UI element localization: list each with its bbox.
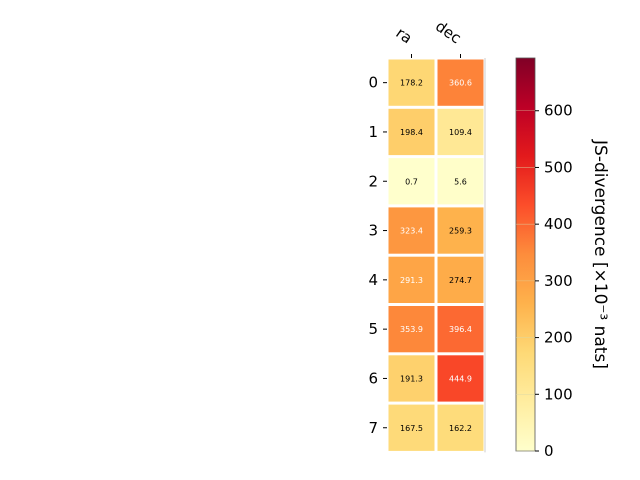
cell-value-label: 5.6	[454, 177, 467, 186]
cell-value-label: 323.4	[400, 227, 423, 236]
colorbar: 0 100 200 300 400 500 600 JS-divergence [×10⁻³ …	[515, 57, 610, 460]
row-label: 5	[368, 320, 378, 338]
column-label: dec	[432, 17, 464, 47]
heatmap-cells: 178.2 360.6 198.4 109.4 0.7 5.6 323.4 259.3 291.…	[388, 58, 486, 453]
heatmap-cell	[437, 207, 484, 254]
heatmap-cell	[388, 108, 435, 156]
heatmap-cell	[437, 306, 484, 353]
cell-value-label: 198.4	[400, 128, 423, 137]
cell-value-label: 162.2	[449, 424, 472, 433]
cell-value-label: 0.7	[405, 177, 418, 186]
heatmap-cell	[437, 256, 484, 303]
cell-value-label: 191.3	[400, 374, 423, 383]
colorbar-tick-label: 500	[544, 158, 573, 176]
colorbar-tick-label: 600	[544, 102, 573, 120]
heatmap-cell	[388, 306, 435, 353]
colorbar-tick-label: 200	[544, 329, 573, 347]
heatmap-cell	[388, 404, 435, 451]
cell-value-label: 396.4	[449, 325, 472, 334]
heatmap-cell	[437, 59, 484, 106]
colorbar-tick-label: 300	[544, 272, 573, 290]
heatmap-cell	[437, 404, 484, 451]
heatmap-cell	[437, 158, 484, 205]
heatmap-cell	[388, 256, 435, 303]
cell-value-label: 259.3	[449, 227, 472, 236]
heatmap-cell	[437, 108, 484, 156]
row-label: 1	[368, 123, 378, 141]
heatmap-cell	[388, 59, 435, 106]
cell-value-label: 291.3	[400, 276, 423, 285]
cell-value-label: 360.6	[449, 79, 472, 88]
cell-value-label: 178.2	[400, 79, 423, 88]
heatmap-cell	[388, 158, 435, 205]
column-label: ra	[393, 24, 416, 48]
colorbar-tick-label: 400	[544, 215, 573, 233]
heatmap-cell	[437, 355, 484, 402]
row-labels: 0 1 2 3 4 5 6 7	[368, 74, 387, 437]
row-label: 2	[368, 172, 378, 190]
row-label: 4	[368, 271, 378, 289]
colorbar-label: JS-divergence [×10⁻³ nats]	[590, 139, 610, 369]
cell-value-label: 167.5	[400, 424, 423, 433]
colorbar-gradient	[515, 57, 536, 452]
colorbar-tick-label: 100	[544, 385, 573, 403]
heatmap-cell	[388, 355, 435, 402]
cell-value-label: 353.9	[400, 325, 423, 334]
heatmap-cell	[388, 207, 435, 254]
row-label: 6	[368, 369, 378, 387]
cell-value-label: 444.9	[449, 374, 472, 383]
cell-value-label: 274.7	[449, 276, 472, 285]
cell-value-label: 109.4	[449, 128, 472, 137]
colorbar-tick-label: 0	[544, 442, 554, 460]
row-label: 3	[368, 222, 378, 240]
row-label: 0	[368, 74, 378, 92]
row-label: 7	[368, 419, 378, 437]
column-labels: ra dec	[393, 17, 465, 58]
